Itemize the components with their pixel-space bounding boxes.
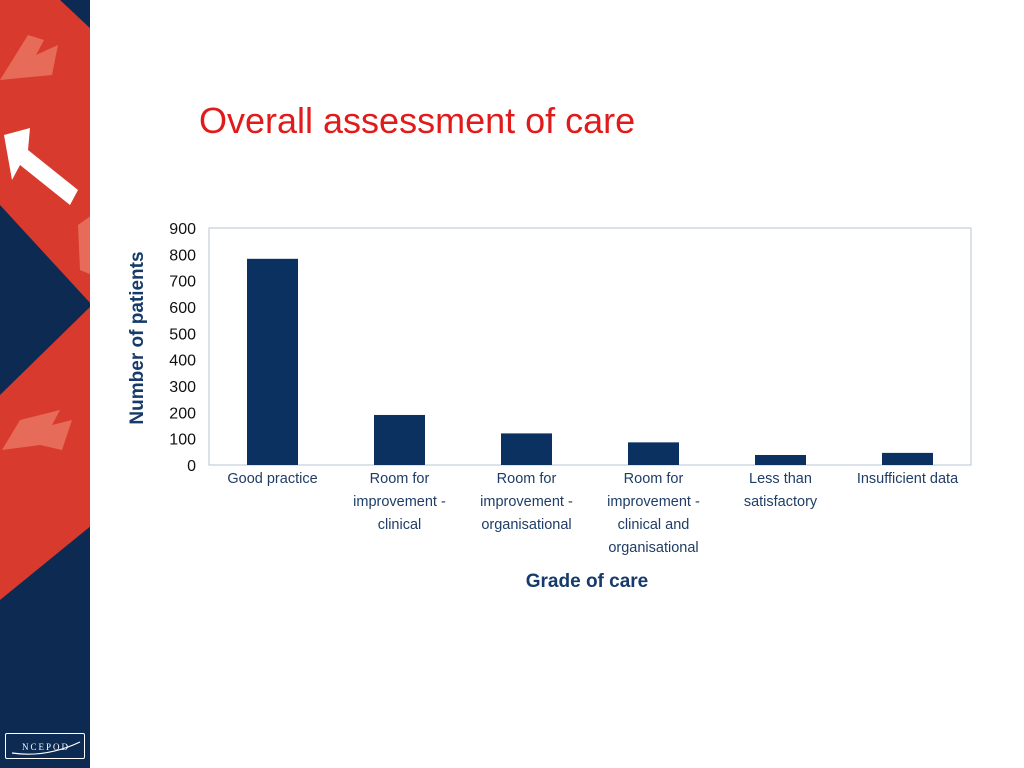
bar	[628, 442, 679, 465]
x-tick-label-line: improvement -	[480, 494, 573, 510]
arrow-up-right-icon	[2, 410, 72, 450]
x-tick-label-line: Room for	[497, 471, 557, 487]
sidebar-red-band-middle	[0, 305, 92, 600]
bars	[247, 258, 933, 465]
y-tick-label: 400	[169, 353, 196, 370]
x-tick-label-line: Room for	[624, 471, 684, 487]
x-tick-label-line: Room for	[370, 471, 430, 487]
logo-swoosh: NCEPOD	[11, 741, 81, 755]
y-tick-label: 200	[169, 405, 196, 422]
x-tick-label: Room for improvement - organisational	[480, 471, 573, 533]
slide-title: Overall assessment of care	[199, 100, 636, 141]
bar	[247, 258, 298, 465]
x-tick-label: Insufficient data	[857, 471, 959, 487]
x-tick-label-line: clinical and	[618, 517, 690, 533]
x-axis-ticks: Good practice Room for improvement - clinic…	[227, 471, 959, 556]
x-tick-label: Room for improvement - clinical and organis…	[607, 471, 700, 556]
bar	[374, 414, 425, 465]
logo-text: NCEPOD	[22, 742, 70, 752]
x-tick-label-line: organisational	[608, 540, 698, 556]
y-tick-label: 100	[169, 432, 196, 449]
arrow-up-left-icon	[4, 128, 78, 205]
x-tick-label-line: Less than	[749, 471, 812, 487]
x-tick-label-line: improvement -	[353, 494, 446, 510]
x-tick-label-line: clinical	[378, 517, 422, 533]
x-tick-label-line: organisational	[481, 517, 571, 533]
y-tick-label: 0	[187, 458, 196, 475]
bar	[882, 452, 933, 465]
bar	[755, 454, 806, 465]
x-tick-label: Room for improvement - clinical	[353, 471, 446, 533]
arrow-up-right-icon	[0, 35, 58, 80]
y-tick-label: 500	[169, 326, 196, 343]
sidebar-accent-shape	[78, 215, 92, 275]
y-tick-label: 600	[169, 300, 196, 317]
y-tick-label: 800	[169, 247, 196, 264]
y-tick-label: 900	[169, 221, 196, 238]
y-axis-ticks: 0 100 200 300 400 500 600 700 800 900	[169, 221, 196, 475]
bar	[501, 433, 552, 465]
x-tick-label: Less than satisfactory	[744, 471, 818, 510]
sidebar-decoration: NCEPOD	[0, 0, 92, 768]
x-tick-label-line: satisfactory	[744, 494, 818, 510]
y-tick-label: 300	[169, 379, 196, 396]
ncepod-logo: NCEPOD	[5, 733, 85, 759]
x-tick-label-line: improvement -	[607, 494, 700, 510]
sidebar-graphic	[0, 0, 92, 768]
x-tick-label-line: Good practice	[227, 471, 317, 487]
y-tick-label: 700	[169, 274, 196, 291]
plot-area	[208, 227, 972, 466]
x-axis-label: Grade of care	[526, 571, 649, 592]
x-tick-label-line: Insufficient data	[857, 471, 959, 487]
x-tick-label: Good practice	[227, 471, 317, 487]
y-axis-label: Number of patients	[127, 251, 148, 424]
